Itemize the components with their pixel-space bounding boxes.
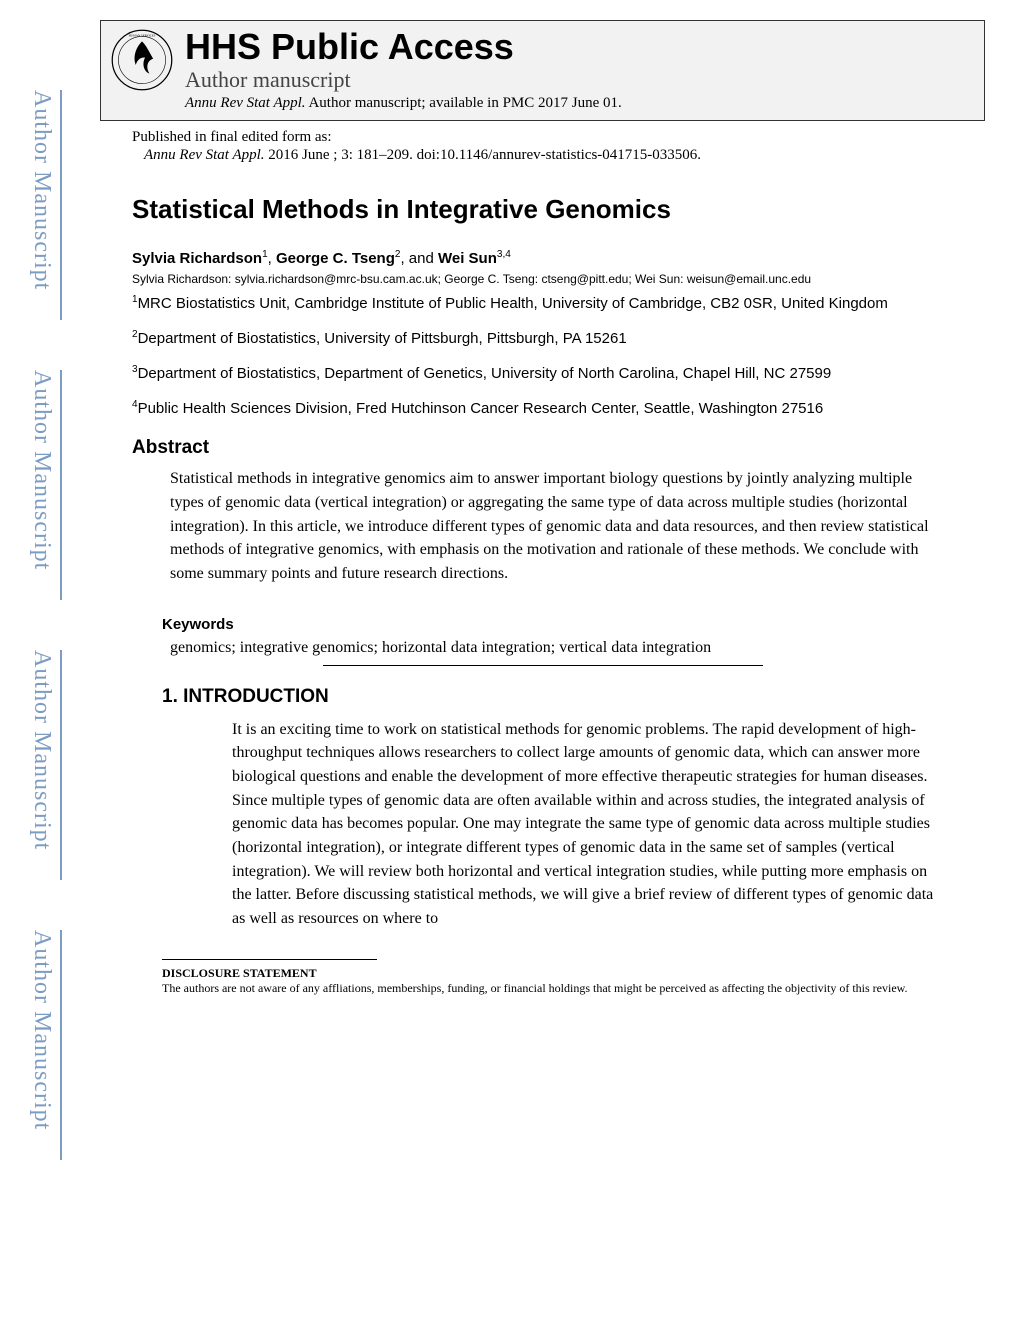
header-box: HUMAN SERVICES HHS Public Access Author … (100, 20, 985, 121)
availability-text: Author manuscript; available in PMC 2017… (306, 95, 622, 111)
section-divider (323, 665, 763, 666)
keywords-body: genomics; integrative genomics; horizont… (170, 639, 985, 657)
page-content: HUMAN SERVICES HHS Public Access Author … (100, 0, 985, 996)
author-sup: 2 (395, 249, 401, 260)
author-name: George C. Tseng (276, 250, 395, 267)
watermark-line (60, 370, 62, 600)
journal-abbrev: Annu Rev Stat Appl. (185, 95, 306, 111)
article-title: Statistical Methods in Integrative Genom… (132, 194, 985, 225)
watermark-text: Author Manuscript (28, 930, 55, 1130)
affiliation-text: Public Health Sciences Division, Fred Hu… (138, 400, 824, 417)
abstract-body: Statistical methods in integrative genom… (170, 467, 945, 585)
affiliation: 2Department of Biostatistics, University… (132, 328, 985, 349)
intro-heading: 1. INTRODUCTION (162, 686, 985, 708)
header-journal-line: Annu Rev Stat Appl. Author manuscript; a… (185, 95, 974, 112)
author-list: Sylvia Richardson1, George C. Tseng2, an… (132, 249, 985, 267)
watermark-line (60, 930, 62, 1160)
brand-title: HHS Public Access (185, 29, 974, 65)
author-name: Sylvia Richardson (132, 250, 262, 267)
affiliation-text: MRC Biostatistics Unit, Cambridge Instit… (138, 295, 888, 312)
affiliation: 1MRC Biostatistics Unit, Cambridge Insti… (132, 293, 985, 314)
citation-journal: Annu Rev Stat Appl. (144, 147, 265, 163)
author-sup: 3,4 (497, 249, 511, 260)
svg-text:HUMAN SERVICES: HUMAN SERVICES (129, 33, 156, 37)
watermark-line (60, 650, 62, 880)
citation-rest: 2016 June ; 3: 181–209. doi:10.1146/annu… (265, 147, 702, 163)
affiliation: 4Public Health Sciences Division, Fred H… (132, 398, 985, 419)
watermark-text: Author Manuscript (28, 370, 55, 570)
author-contacts: Sylvia Richardson: sylvia.richardson@mrc… (132, 271, 985, 287)
intro-body: It is an exciting time to work on statis… (232, 718, 945, 931)
watermark-text: Author Manuscript (28, 650, 55, 850)
hhs-logo-icon: HUMAN SERVICES (111, 29, 173, 91)
author-name: Wei Sun (438, 250, 497, 267)
affiliation-text: Department of Biostatistics, Department … (138, 365, 832, 382)
affiliation: 3Department of Biostatistics, Department… (132, 363, 985, 384)
keywords-heading: Keywords (162, 616, 985, 633)
watermark-text: Author Manuscript (28, 90, 55, 290)
affiliation-text: Department of Biostatistics, University … (138, 330, 627, 347)
author-sup: 1 (262, 249, 268, 260)
header-subtitle: Author manuscript (185, 67, 974, 93)
disclosure-heading: DISCLOSURE STATEMENT (162, 966, 985, 981)
abstract-heading: Abstract (132, 437, 985, 459)
watermark-line (60, 90, 62, 320)
footnote-rule (162, 959, 377, 960)
citation-line: Annu Rev Stat Appl. 2016 June ; 3: 181–2… (144, 147, 985, 164)
published-block: Published in final edited form as: Annu … (132, 129, 985, 164)
disclosure-body: The authors are not aware of any affliat… (162, 981, 945, 997)
published-label: Published in final edited form as: (132, 129, 985, 146)
header-text-block: HHS Public Access Author manuscript Annu… (185, 29, 974, 112)
